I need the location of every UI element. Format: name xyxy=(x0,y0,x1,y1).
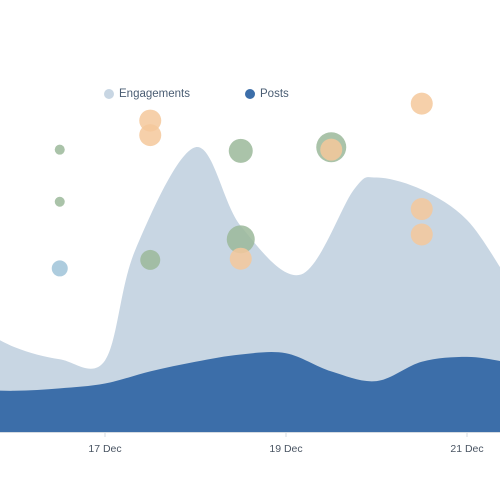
bubble-point-9 xyxy=(226,225,255,254)
bubble-point-14 xyxy=(410,198,433,221)
bubble-point-3 xyxy=(54,196,65,207)
x-tick-label-2: 21 Dec xyxy=(450,443,483,455)
legend-item-posts[interactable]: Posts xyxy=(245,88,289,100)
bubble-point-8 xyxy=(228,138,253,163)
bubble-point-12 xyxy=(320,138,343,161)
legend-swatch-engagements xyxy=(104,89,114,99)
bubble-point-7 xyxy=(139,109,162,132)
bubble-point-2 xyxy=(54,144,65,155)
legend-label-engagements: Engagements xyxy=(119,88,190,100)
bubble-point-13 xyxy=(410,92,433,115)
bubble-point-10 xyxy=(229,247,252,270)
legend-item-engagements[interactable]: Engagements xyxy=(104,88,190,100)
bubble-point-4 xyxy=(51,260,68,277)
bubble-point-15 xyxy=(410,223,433,246)
series-area-engagements xyxy=(0,147,500,432)
legend-label-posts: Posts xyxy=(260,88,289,100)
bubble-point-5 xyxy=(140,249,161,270)
legend-swatch-posts xyxy=(245,89,255,99)
x-tick-label-0: 17 Dec xyxy=(88,443,121,455)
x-tick-label-1: 19 Dec xyxy=(269,443,302,455)
plot-area xyxy=(0,147,500,432)
series-area-posts xyxy=(0,352,500,432)
legend: Engagements Posts xyxy=(0,88,500,106)
